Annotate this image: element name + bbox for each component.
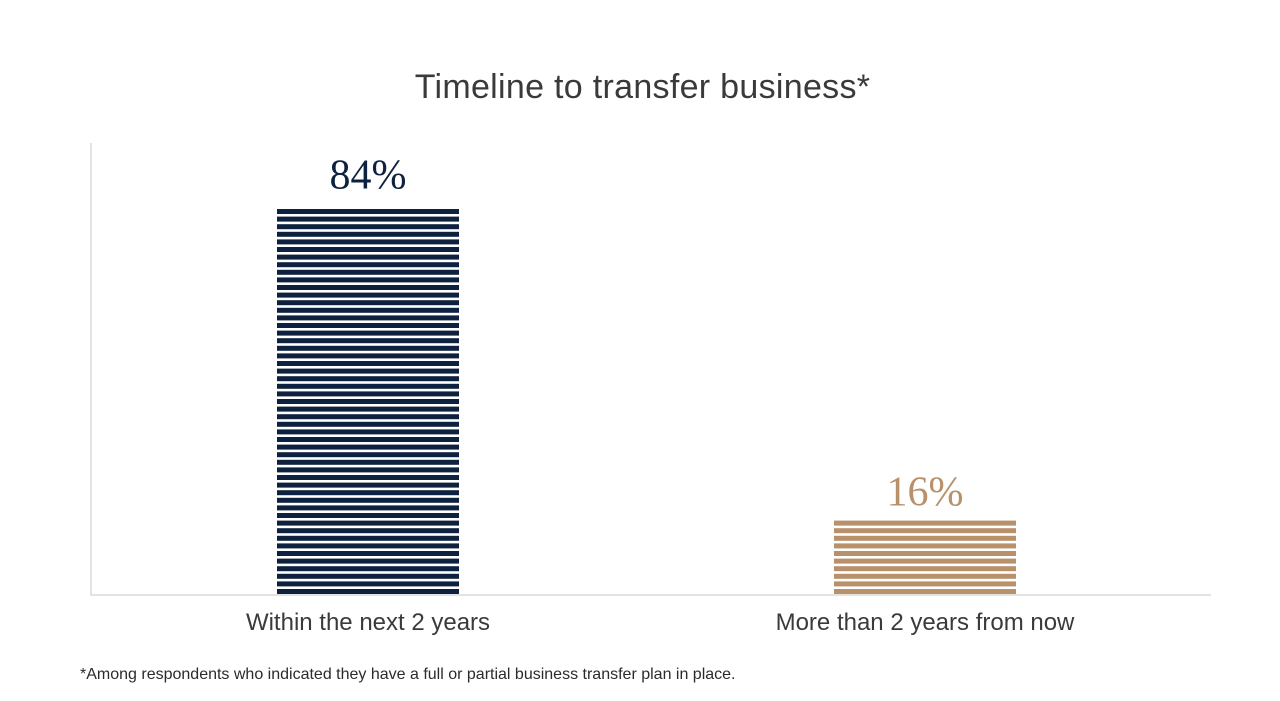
bar-stripe bbox=[277, 467, 459, 473]
bar-stripe bbox=[277, 285, 459, 290]
bar-stripe bbox=[277, 323, 459, 328]
bar-stripe bbox=[277, 254, 459, 260]
value-label-2: 16% bbox=[887, 469, 964, 515]
bar-stripe bbox=[277, 315, 459, 321]
bar-stripe bbox=[277, 429, 459, 435]
bar-stripe bbox=[277, 452, 459, 458]
bar-stripe bbox=[277, 535, 459, 541]
bar-stripe bbox=[277, 277, 459, 283]
bar-stripe bbox=[277, 231, 459, 237]
bar-stripe bbox=[834, 551, 1016, 556]
bar-stripe bbox=[277, 391, 459, 397]
bar-stripe bbox=[277, 292, 459, 298]
bar-stripe bbox=[277, 300, 459, 306]
bar-stripe bbox=[834, 589, 1016, 594]
bar-stripe bbox=[834, 520, 1016, 526]
bar-stripe bbox=[277, 269, 459, 275]
bar-stripe bbox=[277, 505, 459, 511]
bar-stripe bbox=[277, 330, 459, 336]
category-label-1: Within the next 2 years bbox=[246, 609, 490, 636]
bar-stripe bbox=[277, 482, 459, 488]
bar-stripe bbox=[277, 361, 459, 366]
bar-stripe bbox=[834, 581, 1016, 587]
bar-stripe bbox=[834, 528, 1016, 534]
bar-stripe bbox=[277, 475, 459, 480]
bar-stripe bbox=[834, 573, 1016, 579]
bar-stripe bbox=[277, 558, 459, 564]
bar-2 bbox=[834, 520, 1016, 594]
bar-stripe bbox=[277, 262, 459, 268]
bar-stripe bbox=[277, 490, 459, 496]
bar-stripe bbox=[277, 528, 459, 534]
bar-stripe bbox=[277, 353, 459, 359]
bar-stripe bbox=[277, 566, 459, 572]
bar-stripe bbox=[277, 437, 459, 442]
bar-stripe bbox=[277, 459, 459, 465]
bar-stripe bbox=[277, 383, 459, 389]
bar-stripe bbox=[277, 406, 459, 412]
footnote: *Among respondents who indicated they ha… bbox=[80, 666, 736, 683]
bar-stripe bbox=[277, 414, 459, 420]
bar-stripe bbox=[277, 589, 459, 594]
bar-stripe bbox=[834, 558, 1016, 564]
bar-stripe bbox=[834, 543, 1016, 549]
bar-stripe bbox=[277, 520, 459, 526]
bar-stripe bbox=[277, 338, 459, 344]
bar-stripe bbox=[277, 345, 459, 351]
bar-stripe bbox=[277, 368, 459, 374]
bar-stripe bbox=[277, 224, 459, 230]
bar-stripe bbox=[277, 581, 459, 587]
bar-stripe bbox=[277, 216, 459, 222]
bar-stripe bbox=[277, 307, 459, 313]
bar-stripe bbox=[277, 376, 459, 382]
bar-stripe bbox=[277, 573, 459, 579]
bar-stripe bbox=[277, 513, 459, 518]
bar-stripe bbox=[277, 543, 459, 549]
value-label-1: 84% bbox=[330, 153, 407, 199]
bar-stripe bbox=[277, 497, 459, 503]
bar-stripe bbox=[834, 566, 1016, 572]
bar-stripe bbox=[834, 535, 1016, 541]
bar-1 bbox=[277, 209, 459, 594]
category-label-2: More than 2 years from now bbox=[776, 609, 1075, 636]
chart-title: Timeline to transfer business* bbox=[414, 68, 871, 106]
bar-stripe bbox=[277, 239, 459, 245]
bar-stripe bbox=[277, 551, 459, 556]
bar-stripe bbox=[277, 209, 459, 214]
bar-stripe bbox=[277, 247, 459, 252]
bar-stripe bbox=[277, 421, 459, 427]
bar-stripe bbox=[277, 399, 459, 404]
bars-layer: 84% Within the next 2 years 16% More than 2… bbox=[246, 153, 1075, 636]
bar-stripe bbox=[277, 444, 459, 450]
